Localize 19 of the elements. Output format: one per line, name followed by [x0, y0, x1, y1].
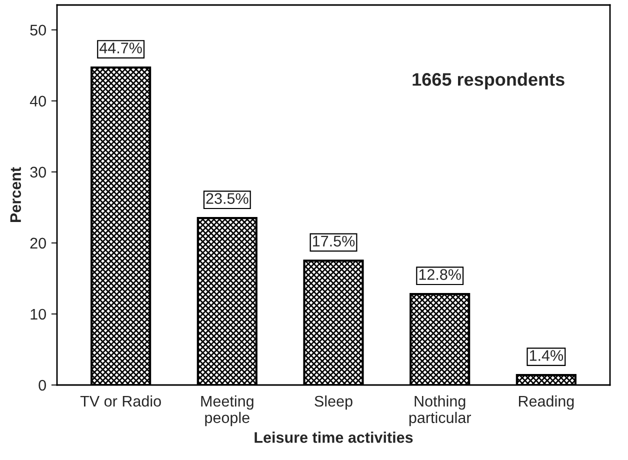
- y-tick-label: 50: [30, 24, 46, 36]
- y-tick-label: 20: [30, 238, 46, 249]
- y-tick-label: 0: [38, 380, 46, 391]
- y-tick-label: 30: [30, 166, 46, 178]
- y-axis-title: Percent: [10, 167, 22, 222]
- data-label: 12.8%: [419, 269, 461, 280]
- y-tick-label: 10: [30, 308, 46, 320]
- data-label: 23.5%: [206, 193, 248, 204]
- x-tick-label: Meeting people: [201, 395, 254, 426]
- data-label: 44.7%: [100, 42, 142, 54]
- x-axis-title: Leisure time activities: [254, 432, 413, 443]
- x-tick-label: Sleep: [314, 395, 352, 410]
- annotation: 1665 respondents: [412, 72, 564, 90]
- x-tick-label: Reading: [518, 395, 574, 410]
- x-tick-label: Nothing particular: [409, 395, 472, 426]
- x-tick-label: TV or Radio: [80, 395, 161, 407]
- data-label: 17.5%: [313, 236, 355, 247]
- data-label: 1.4%: [530, 350, 564, 361]
- y-tick-label: 40: [30, 96, 46, 107]
